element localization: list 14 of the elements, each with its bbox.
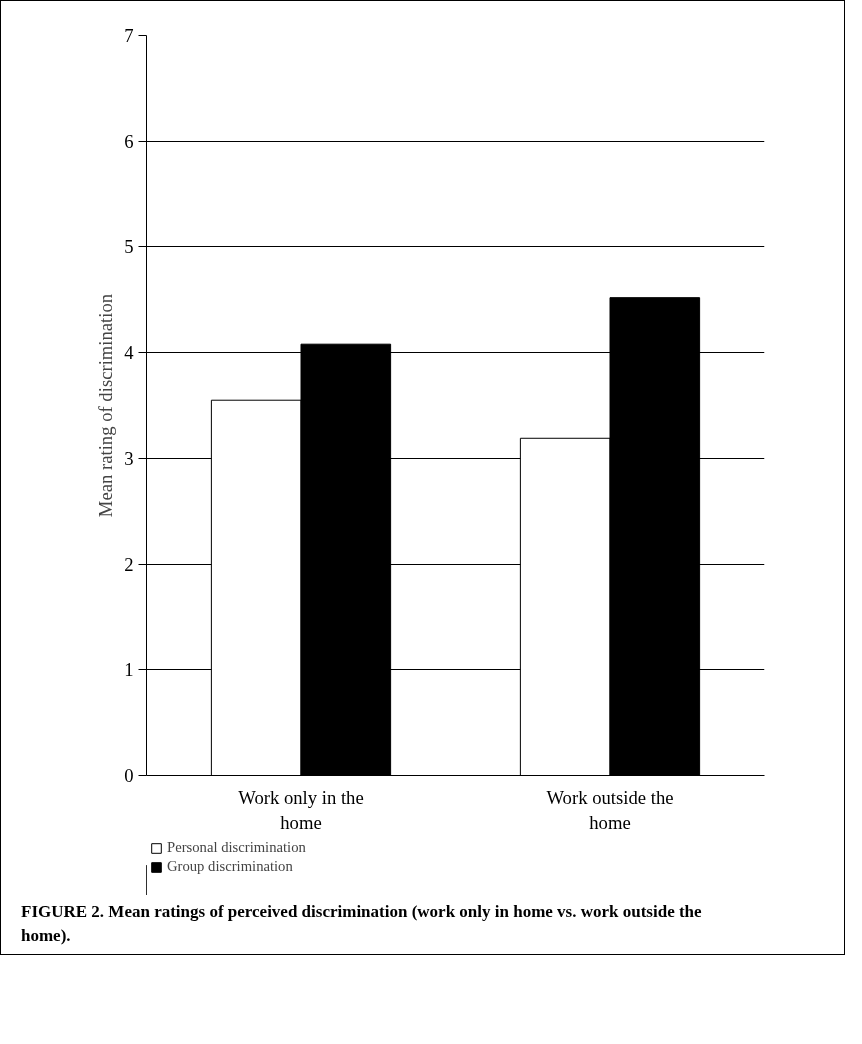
legend-label: Group discrimination [167, 858, 293, 875]
y-tick-label: 7 [124, 25, 134, 46]
text: FIGURE 2. Mean ratings of perceived discrimination (work only in home vs. work outside the home). [21, 901, 703, 948]
y-axis-title: Mean rating of discrimination [95, 293, 117, 518]
y-tick-label: 1 [124, 659, 134, 681]
y-tick-label: 2 [124, 553, 134, 575]
x-tick-label: Work only in the home [238, 786, 364, 833]
legend-label: Personal discrimination [167, 839, 306, 856]
x-tick-label: Work outside the home [546, 786, 674, 833]
y-tick-label: 4 [124, 342, 135, 364]
y-tick-label: 3 [124, 447, 134, 469]
y-tick-label: 6 [124, 130, 134, 152]
y-tick-label: 5 [124, 236, 134, 258]
y-tick-label: 0 [124, 765, 134, 786]
